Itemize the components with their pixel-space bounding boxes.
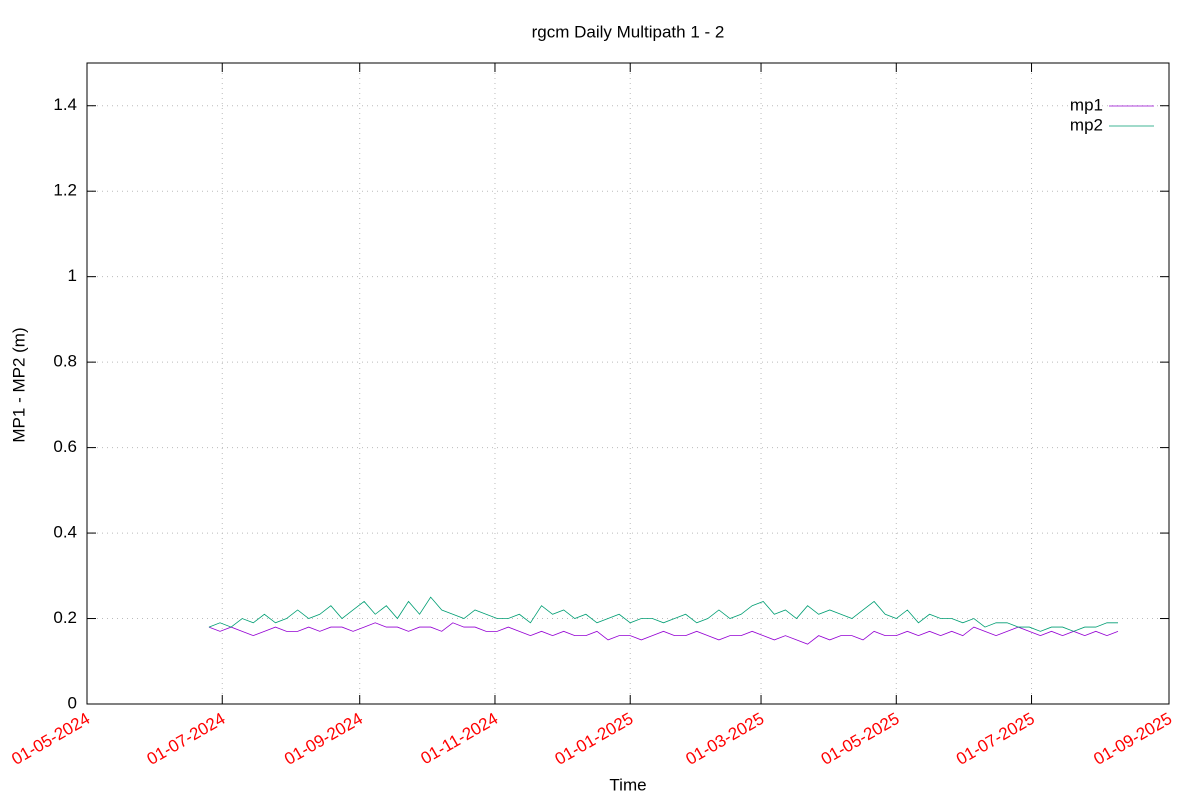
chart-title: rgcm Daily Multipath 1 - 2 bbox=[532, 22, 725, 41]
x-tick-label: 01-11-2024 bbox=[417, 709, 501, 768]
legend-label: mp2 bbox=[1070, 115, 1103, 134]
x-tick-label: 01-09-2024 bbox=[281, 709, 366, 769]
x-tick-label: 01-05-2024 bbox=[8, 709, 93, 769]
x-tick-label: 01-01-2025 bbox=[552, 709, 637, 769]
y-tick-label: 1.2 bbox=[53, 181, 77, 200]
legend-label: mp1 bbox=[1070, 95, 1103, 114]
x-tick-label: 01-09-2025 bbox=[1090, 709, 1175, 769]
y-tick-label: 0 bbox=[68, 693, 77, 712]
y-tick-label: 0.4 bbox=[53, 523, 77, 542]
data-line bbox=[208, 622, 1119, 645]
y-tick-label: 0.6 bbox=[53, 437, 77, 456]
y-tick-label: 1.4 bbox=[53, 95, 77, 114]
y-tick-label: 0.8 bbox=[53, 352, 77, 371]
x-tick-label: 01-07-2025 bbox=[953, 709, 1038, 769]
y-axis-label: MP1 - MP2 (m) bbox=[9, 327, 28, 442]
x-tick-label: 01-05-2025 bbox=[818, 709, 903, 769]
x-axis-label: Time bbox=[609, 775, 646, 794]
y-tick-label: 1 bbox=[68, 266, 77, 285]
y-tick-label: 0.2 bbox=[53, 608, 77, 627]
data-line bbox=[208, 596, 1118, 632]
plot-frame bbox=[86, 62, 1170, 705]
x-tick-label: 01-03-2025 bbox=[682, 709, 767, 769]
x-tick-label: 01-07-2024 bbox=[144, 709, 229, 769]
